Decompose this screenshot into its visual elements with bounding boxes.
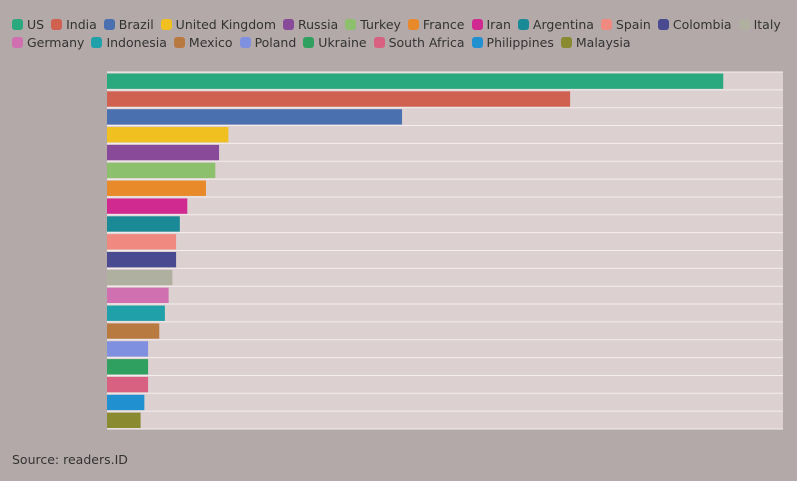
legend-item[interactable]: Argentina (517, 17, 594, 32)
bar (107, 252, 177, 268)
legend-swatch (738, 19, 750, 30)
legend-swatch (51, 19, 63, 30)
legend: US India Brazil United Kingdom Russia Turkey F… (12, 17, 782, 50)
legend-item[interactable]: India (51, 17, 97, 32)
source: Source: readers.ID (12, 452, 128, 467)
legend-swatch (283, 19, 295, 30)
bar (107, 162, 216, 179)
legend-swatch (239, 37, 251, 48)
legend-swatch (471, 37, 483, 48)
legend-label: Poland (254, 35, 297, 50)
legend-item[interactable]: Iran (471, 17, 511, 32)
legend-item[interactable]: Philippines (471, 35, 554, 50)
legend-item[interactable]: Poland (239, 35, 297, 50)
bar (107, 198, 188, 214)
bar (107, 394, 145, 411)
legend-label: Philippines (486, 35, 554, 50)
bar (107, 109, 403, 125)
bar (107, 73, 724, 89)
legend-item[interactable]: France (407, 17, 465, 32)
legend-swatch (471, 19, 483, 30)
legend-label: Russia (298, 17, 339, 32)
legend-swatch (160, 19, 172, 30)
legend-item[interactable]: Ukraine (303, 35, 367, 50)
legend-item[interactable]: Germany (12, 35, 84, 50)
legend-label: Argentina (532, 17, 594, 32)
legend-swatch (517, 19, 529, 30)
legend-item[interactable]: South Africa (373, 35, 465, 50)
legend-label: Germany (27, 35, 85, 50)
bar (107, 144, 220, 161)
bar (107, 412, 141, 428)
legend-label: Ukraine (318, 35, 367, 50)
legend-label: Indonesia (106, 35, 167, 50)
bar (107, 359, 149, 375)
legend-swatch (600, 19, 612, 30)
legend-item[interactable]: United Kingdom (160, 17, 277, 32)
legend-item[interactable]: Mexico (173, 35, 233, 50)
legend-swatch (657, 19, 669, 30)
legend-label: Iran (486, 17, 511, 32)
bar (107, 305, 165, 321)
bar (107, 91, 571, 107)
legend-swatch (173, 37, 185, 48)
bar (107, 127, 229, 143)
legend-swatch (345, 19, 357, 30)
legend-label: Malaysia (575, 35, 631, 50)
legend-label: India (66, 17, 97, 32)
bar (107, 376, 149, 393)
legend-item[interactable]: Indonesia (91, 35, 167, 50)
legend-item[interactable]: Turkey (345, 17, 401, 32)
legend-item[interactable]: Italy (738, 17, 781, 32)
legend-swatch (560, 37, 572, 48)
bar (107, 323, 160, 339)
bar (107, 234, 177, 250)
legend-item[interactable]: Malaysia (560, 35, 631, 50)
legend-swatch (303, 37, 315, 48)
legend-swatch (12, 37, 23, 48)
legend-label: Turkey (360, 17, 401, 32)
legend-swatch (103, 19, 115, 30)
legend-label: France (422, 17, 465, 32)
legend-swatch (91, 37, 103, 48)
legend-swatch (407, 19, 419, 30)
legend-item[interactable]: Colombia (657, 17, 732, 32)
legend-item[interactable]: US (12, 17, 44, 32)
bar (107, 287, 169, 304)
bar (107, 180, 206, 196)
legend-label: South Africa (388, 35, 465, 50)
legend-item[interactable]: Spain (600, 17, 651, 32)
legend-label: Italy (753, 17, 781, 32)
bar (107, 269, 173, 286)
legend-item[interactable]: Brazil (103, 17, 154, 32)
legend-label: Spain (615, 17, 651, 32)
legend-label: Colombia (672, 17, 732, 32)
legend-label: Brazil (118, 17, 154, 32)
legend-swatch (12, 19, 23, 30)
legend-item[interactable]: Russia (283, 17, 338, 32)
legend-swatch (373, 37, 385, 48)
legend-label: Mexico (188, 35, 233, 50)
bar (107, 341, 149, 357)
legend-label: United Kingdom (175, 17, 277, 32)
legend-label: US (27, 17, 45, 32)
bar (107, 216, 180, 232)
